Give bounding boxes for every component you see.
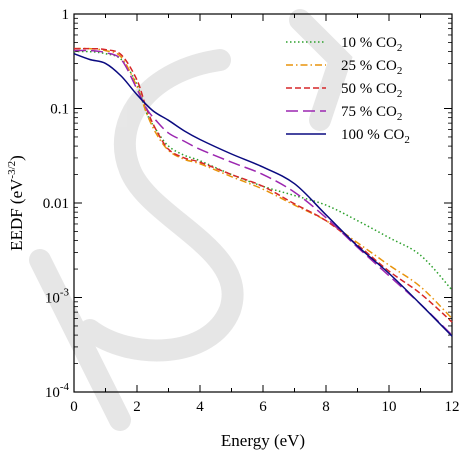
x-tick-label: 0 <box>70 399 78 415</box>
legend-label-1: 10 % CO2 <box>341 35 402 54</box>
legend-label-3: 50 % CO2 <box>341 81 402 100</box>
legend-label-2: 25 % CO2 <box>341 58 402 77</box>
x-axis: 0 2 4 6 8 10 12 <box>70 14 460 415</box>
y-axis: 1 0.1 0.01 10-3 10-4 <box>43 7 452 401</box>
watermark <box>29 9 353 431</box>
x-tick-label: 10 <box>382 399 397 415</box>
x-tick-label: 2 <box>133 399 141 415</box>
x-tick-label: 12 <box>445 399 460 415</box>
y-axis-title: EEDF (eV-3/2) <box>6 155 26 251</box>
legend-label-4: 75 % CO2 <box>341 104 402 123</box>
series-line-2 <box>73 47 453 319</box>
series-line-4 <box>73 49 453 336</box>
x-tick-label: 8 <box>322 399 330 415</box>
y-tick-label: 0.01 <box>43 196 69 212</box>
series-line-3 <box>73 47 453 323</box>
legend: 10 % CO2 25 % CO2 50 % CO2 75 % CO2 100 % CO… <box>286 35 410 146</box>
y-tick-label: 10-3 <box>45 287 70 307</box>
y-tick-label: 10-4 <box>45 381 70 401</box>
x-tick-label: 6 <box>259 399 267 415</box>
legend-label-5: 100 % CO2 <box>341 127 410 146</box>
series-lines <box>73 47 453 337</box>
y-tick-label: 1 <box>62 7 70 23</box>
x-axis-title: Energy (eV) <box>221 431 305 450</box>
x-tick-label: 4 <box>196 399 204 415</box>
y-tick-label: 0.1 <box>50 102 69 118</box>
series-line-5 <box>73 53 453 337</box>
